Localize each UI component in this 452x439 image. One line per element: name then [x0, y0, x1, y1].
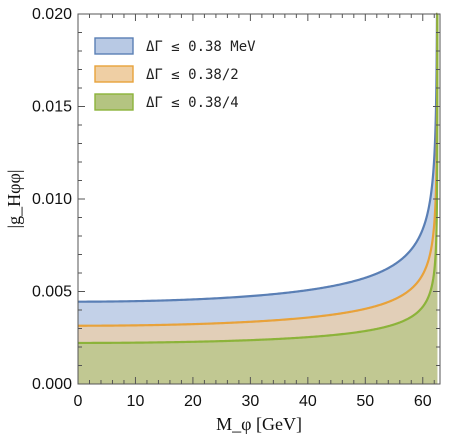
series-line-1 — [77, 12, 439, 303]
x-tick-label: 10 — [127, 393, 145, 410]
x-tick-label: 20 — [184, 393, 202, 410]
series-area-3 — [78, 14, 438, 384]
series-area-1 — [78, 14, 438, 384]
x-tick-label: 40 — [299, 393, 317, 410]
y-tick-label: 0.020 — [32, 6, 72, 23]
x-tick-label: 30 — [241, 393, 259, 410]
series-line-2 — [77, 12, 439, 327]
legend-label-2: ΔΓ ≤ 0.38/2 — [146, 67, 239, 83]
axis-ticks: 0 10 20 30 40 50 60 0.000 0.005 0.010 0.015 0.020 — [32, 6, 440, 410]
series-fills — [78, 14, 438, 384]
legend-swatch-1 — [94, 37, 134, 55]
x-tick-label: 60 — [414, 393, 432, 410]
x-axis-label: M_φ [GeV] — [216, 414, 302, 434]
y-tick-label: 0.005 — [32, 284, 72, 301]
series-line-3 — [78, 12, 439, 345]
y-tick-label: 0.000 — [32, 376, 72, 393]
x-tick-label: 0 — [74, 393, 83, 410]
legend-swatch-3 — [94, 93, 134, 111]
legend-label-3: ΔΓ ≤ 0.38/4 — [146, 95, 239, 111]
y-tick-label: 0.015 — [32, 99, 72, 116]
x-tick-label: 50 — [356, 393, 374, 410]
y-tick-label: 0.010 — [32, 191, 72, 208]
legend: ΔΓ ≤ 0.38 MeV ΔΓ ≤ 0.38/2 ΔΓ ≤ 0.38/4 — [94, 37, 256, 111]
series-lines — [77, 12, 439, 345]
y-axis-label: |g_Hφφ| — [4, 170, 24, 229]
legend-swatch-2 — [94, 65, 134, 83]
legend-label-1: ΔΓ ≤ 0.38 MeV — [146, 39, 256, 55]
